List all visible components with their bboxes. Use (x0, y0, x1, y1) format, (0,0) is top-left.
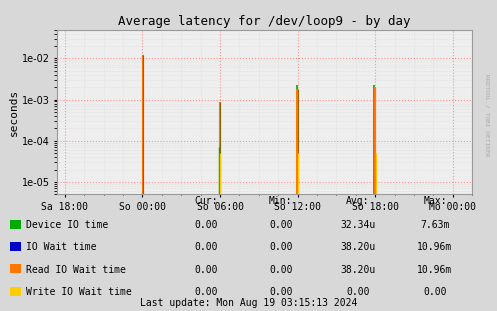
Text: Min:: Min: (269, 196, 293, 206)
Text: 10.96m: 10.96m (417, 242, 452, 252)
Text: 0.00: 0.00 (194, 287, 218, 297)
Text: 38.20u: 38.20u (340, 242, 375, 252)
Text: Last update: Mon Aug 19 03:15:13 2024: Last update: Mon Aug 19 03:15:13 2024 (140, 298, 357, 308)
Text: Device IO time: Device IO time (26, 220, 108, 230)
Text: 0.00: 0.00 (269, 265, 293, 275)
Text: 0.00: 0.00 (269, 220, 293, 230)
Text: 10.96m: 10.96m (417, 265, 452, 275)
Text: IO Wait time: IO Wait time (26, 242, 96, 252)
Title: Average latency for /dev/loop9 - by day: Average latency for /dev/loop9 - by day (118, 15, 411, 28)
Text: Read IO Wait time: Read IO Wait time (26, 265, 126, 275)
Text: 0.00: 0.00 (269, 287, 293, 297)
Text: 0.00: 0.00 (423, 287, 447, 297)
Text: Cur:: Cur: (194, 196, 218, 206)
Text: 0.00: 0.00 (194, 242, 218, 252)
Text: 38.20u: 38.20u (340, 265, 375, 275)
Text: 0.00: 0.00 (269, 242, 293, 252)
Text: Max:: Max: (423, 196, 447, 206)
Text: 7.63m: 7.63m (420, 220, 450, 230)
Text: Write IO Wait time: Write IO Wait time (26, 287, 132, 297)
Text: 0.00: 0.00 (194, 220, 218, 230)
Text: 0.00: 0.00 (194, 265, 218, 275)
Y-axis label: seconds: seconds (9, 88, 19, 136)
Text: Avg:: Avg: (346, 196, 370, 206)
Text: 32.34u: 32.34u (340, 220, 375, 230)
Text: 0.00: 0.00 (346, 287, 370, 297)
Text: RRDTOOL / TOBI OETIKER: RRDTOOL / TOBI OETIKER (485, 74, 490, 156)
